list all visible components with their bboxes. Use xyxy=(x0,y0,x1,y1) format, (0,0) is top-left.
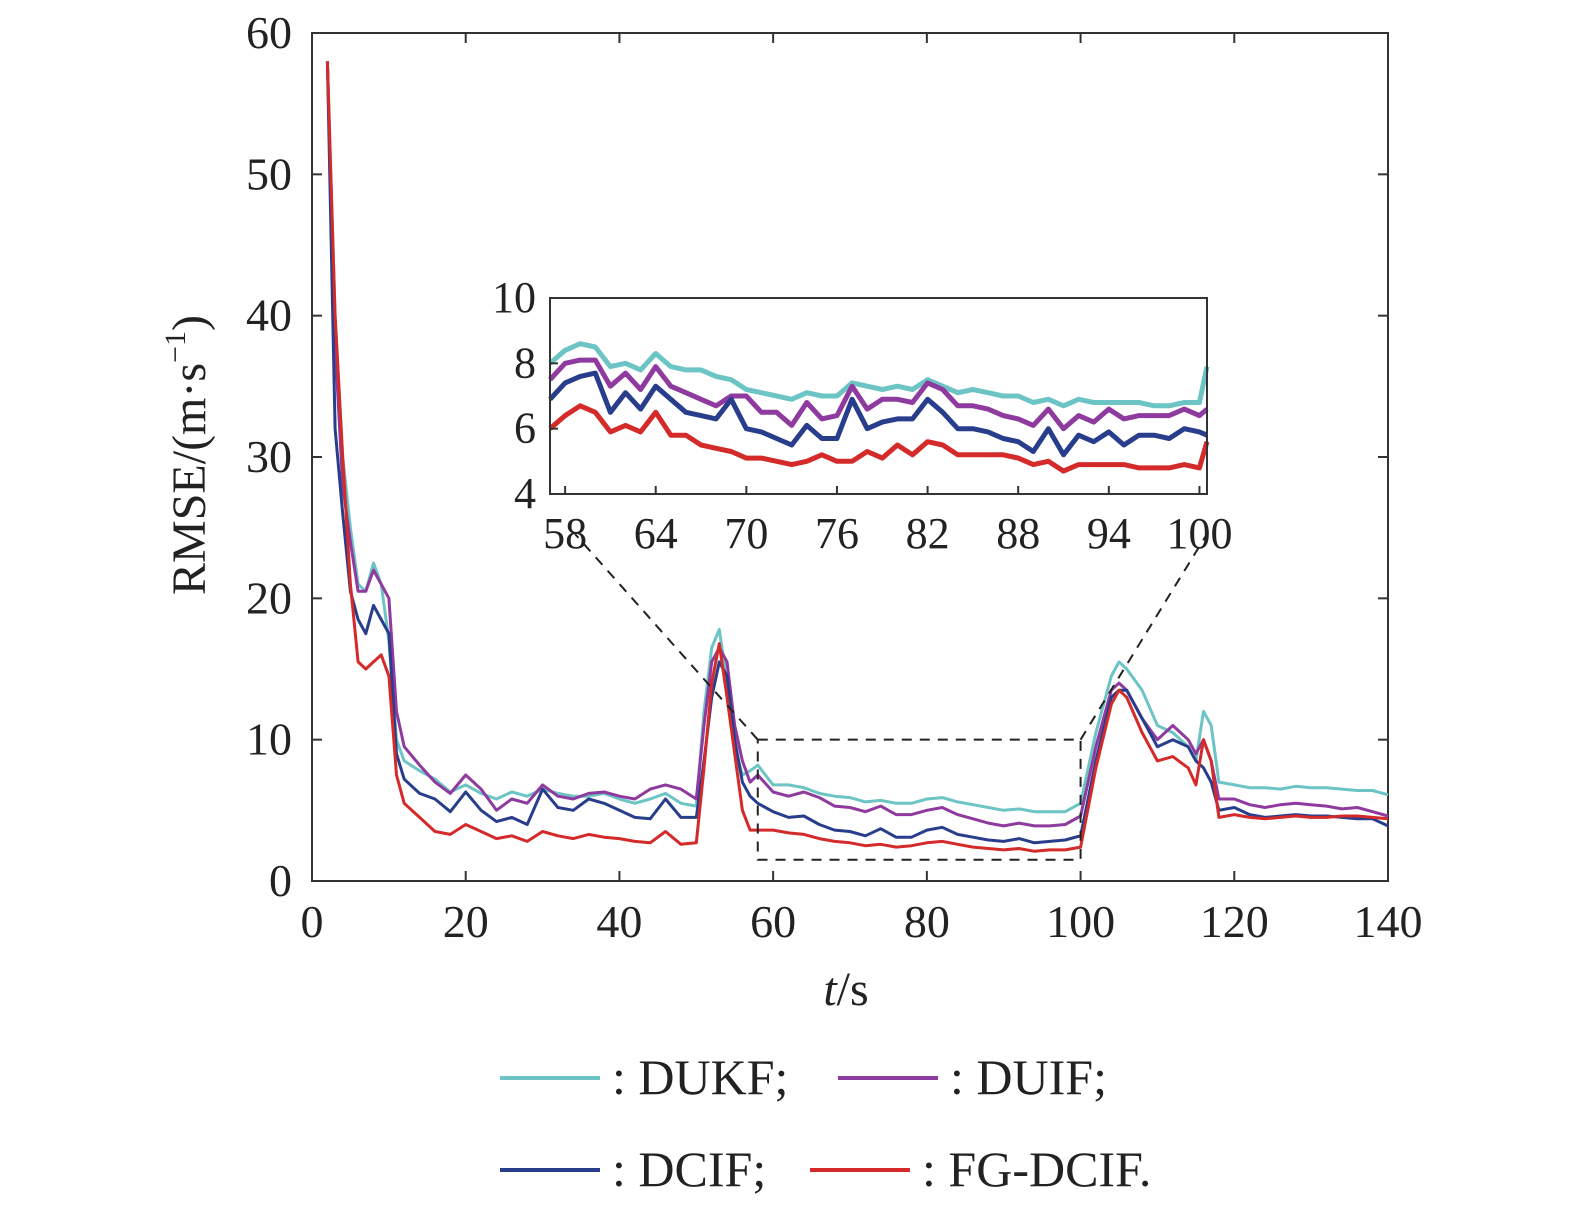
inset-y-tick-label: 10 xyxy=(492,273,536,322)
inset-series-line-dcif xyxy=(548,370,1208,458)
inset-x-tick-label: 88 xyxy=(996,509,1040,558)
legend: : DUKF; : DUIF; : DCIF; : FG-DCIF. xyxy=(500,1049,1151,1197)
y-tick-label: 40 xyxy=(246,290,292,341)
x-axis-title-var: t xyxy=(823,963,838,1016)
main-y-ticks: 0 10 20 30 40 50 60 xyxy=(246,7,1388,906)
x-tick-label: 100 xyxy=(1046,896,1115,947)
y-axis-title: RMSE/(m·s−1) xyxy=(159,315,216,595)
inset-x-tick-label: 76 xyxy=(815,509,859,558)
y-tick-label: 10 xyxy=(246,714,292,765)
x-axis-title-unit: /s xyxy=(837,963,869,1016)
inset-series-line-dukf xyxy=(548,341,1210,409)
series-line-fg-dcif xyxy=(325,61,1389,853)
inset-plot-area: 58 64 70 76 82 88 94 100 4 6 8 10 xyxy=(492,273,1232,558)
inset-x-tick-label: 70 xyxy=(724,509,768,558)
inset-x-tick-label: 58 xyxy=(543,509,587,558)
legend-item-duif: : DUIF; xyxy=(838,1049,1107,1105)
inset-x-tick-label: 94 xyxy=(1087,509,1131,558)
series-line-dukf xyxy=(325,61,1389,814)
y-tick-label: 20 xyxy=(246,572,292,623)
inset-y-tick-label: 4 xyxy=(514,469,536,518)
inset-y-tick-label: 6 xyxy=(514,404,536,453)
x-tick-label: 80 xyxy=(904,896,950,947)
legend-item-dukf: : DUKF; xyxy=(500,1049,788,1105)
inset-x-tick-label: 100 xyxy=(1166,509,1232,558)
zoom-connector-right xyxy=(1079,533,1208,741)
zoom-region-box xyxy=(756,738,1082,861)
legend-item-fg-dcif: : FG-DCIF. xyxy=(810,1141,1151,1197)
x-tick-label: 40 xyxy=(596,896,642,947)
inset-series-lines xyxy=(548,341,1210,474)
zoom-connector-left xyxy=(574,533,759,741)
x-tick-label: 140 xyxy=(1354,896,1423,947)
y-axis-title-main: RMSE/(m·s xyxy=(163,363,216,595)
inset-x-tick-label: 64 xyxy=(634,509,678,558)
main-x-ticks: 0 20 40 60 80 100 120 140 xyxy=(301,33,1423,947)
legend-label-duif: : DUIF; xyxy=(950,1049,1107,1105)
x-tick-label: 20 xyxy=(443,896,489,947)
main-series-lines xyxy=(325,61,1389,853)
y-axis-title-sup: −1 xyxy=(159,331,192,363)
y-tick-label: 30 xyxy=(246,431,292,482)
legend-label-dukf: : DUKF; xyxy=(612,1049,788,1105)
inset-plot-frame xyxy=(549,297,1208,495)
inset-x-ticks: 58 64 70 76 82 88 94 100 xyxy=(543,486,1232,558)
inset-series-line-fg-dcif xyxy=(548,403,1210,474)
inset-x-tick-label: 82 xyxy=(906,509,950,558)
legend-label-dcif: : DCIF; xyxy=(612,1141,766,1197)
inset-y-ticks: 4 6 8 10 xyxy=(492,273,558,518)
y-tick-label: 50 xyxy=(246,148,292,199)
x-tick-label: 60 xyxy=(750,896,796,947)
y-tick-label: 60 xyxy=(246,7,292,58)
x-tick-label: 0 xyxy=(301,896,324,947)
legend-label-fg-dcif: : FG-DCIF. xyxy=(922,1141,1151,1197)
inset-series-line-duif xyxy=(548,357,1209,432)
x-axis-title: t/s xyxy=(823,963,868,1016)
main-plot-area: 0 20 40 60 80 100 120 140 0 10 20 30 40 50 60 xyxy=(246,7,1423,947)
y-axis-title-close: ) xyxy=(163,315,216,331)
series-line-duif xyxy=(325,61,1389,828)
y-tick-label: 0 xyxy=(269,855,292,906)
legend-item-dcif: : DCIF; xyxy=(500,1141,766,1197)
inset-background xyxy=(550,298,1207,494)
x-tick-label: 120 xyxy=(1200,896,1269,947)
inset-y-tick-label: 8 xyxy=(514,338,536,387)
